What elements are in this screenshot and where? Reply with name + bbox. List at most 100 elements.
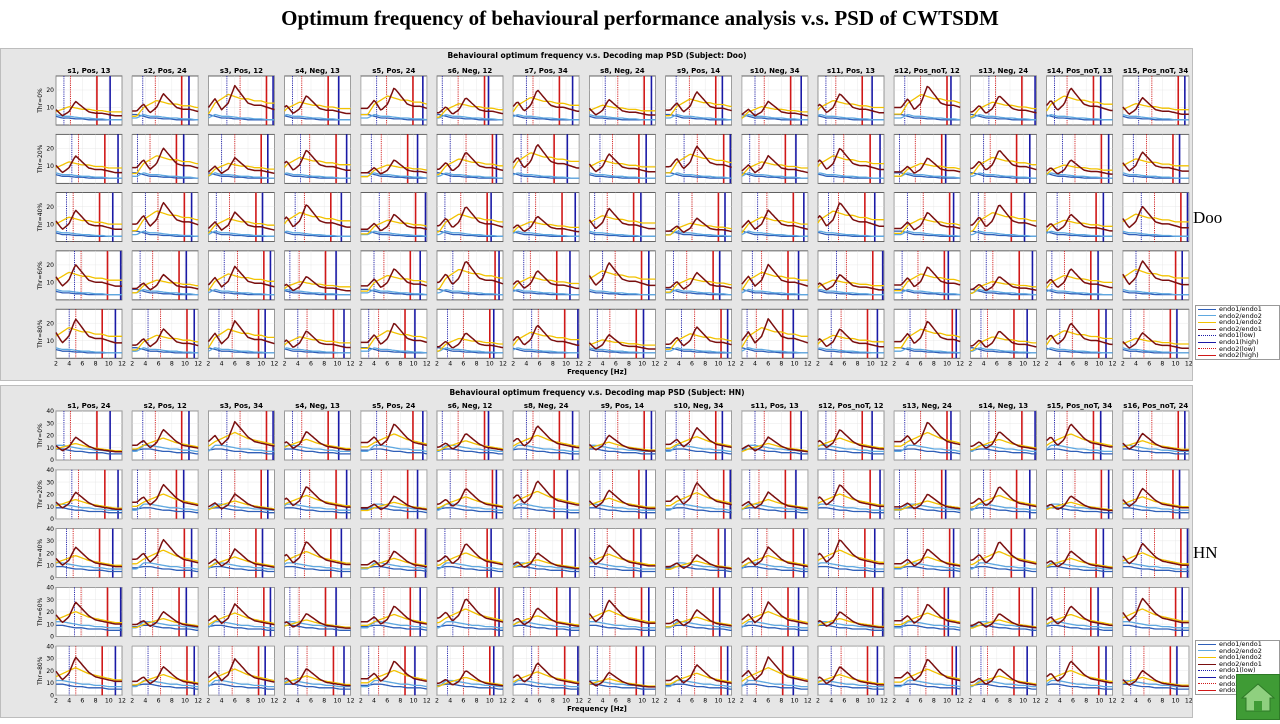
series-line-endo2-endo2 <box>970 503 1037 511</box>
series-line-endo2-endo1 <box>512 425 580 449</box>
legend-entry: endo1/endo1 <box>1196 306 1279 313</box>
series-line-endo1-endo1 <box>741 565 808 573</box>
series-line-endo2-endo1 <box>970 668 1037 686</box>
subplot: 2 4 6 8 10 12 <box>664 645 736 705</box>
series-line-endo1-endo2 <box>284 675 351 686</box>
series-line-endo2-endo1 <box>360 605 427 625</box>
series-line-endo2-endo1 <box>970 613 1037 629</box>
x-tick-label: 8 <box>246 698 250 705</box>
series-line-endo1-endo2 <box>817 210 884 224</box>
series-line-endo2-endo1 <box>817 328 884 348</box>
subplot-title: s12, Pos_noT, 12 <box>818 402 883 410</box>
series-line-endo2-endo2 <box>817 679 884 688</box>
x-tick-label: 6 <box>690 698 694 705</box>
series-line-endo1-endo2 <box>741 666 808 682</box>
series-line-endo1-endo1 <box>437 113 503 121</box>
x-tick-label: 10 <box>791 361 799 368</box>
subplot <box>817 587 885 637</box>
series-line-endo2-endo1 <box>284 95 351 115</box>
series-line-endo1-endo2 <box>894 556 961 568</box>
series-line-endo2-endo2 <box>512 503 580 511</box>
x-tick-label: 4 <box>982 361 986 368</box>
series-line-endo2-endo2 <box>970 114 1037 121</box>
legend-swatch <box>1198 683 1216 685</box>
series-line-endo2-endo1 <box>588 671 656 688</box>
series-line-endo1-endo2 <box>589 553 656 566</box>
series-line-endo1-endo2 <box>284 438 351 450</box>
series-line-endo2-endo1 <box>512 662 580 685</box>
series-line-endo2-endo1 <box>741 436 808 453</box>
series-line-endo1-endo1 <box>513 624 580 631</box>
subplot: 2 4 6 8 10 12 <box>130 308 202 368</box>
x-tick-label: 2 <box>511 698 515 705</box>
subplot <box>284 75 351 126</box>
series-line-endo1-endo2 <box>284 156 351 168</box>
series-line-endo1-endo2 <box>1046 613 1113 625</box>
x-tick-label: 10 <box>562 698 570 705</box>
y-tick-label: 10 <box>46 105 54 112</box>
subplot <box>665 410 732 461</box>
x-tick-label: 2 <box>206 361 210 368</box>
series-line-endo2-endo2 <box>1046 172 1113 179</box>
subplot <box>512 192 580 242</box>
series-line-endo2-endo2 <box>589 444 656 453</box>
x-tick-label: 4 <box>448 698 452 705</box>
series-line-endo1-endo2 <box>665 436 732 449</box>
x-tick-label: 12 <box>1032 361 1040 368</box>
series-line-endo2-endo1 <box>1122 669 1189 687</box>
series-line-endo2-endo1 <box>894 211 961 231</box>
series-line-endo2-endo1 <box>1122 432 1189 452</box>
subplot <box>512 75 580 126</box>
subplot <box>817 75 885 126</box>
home-button[interactable] <box>1236 674 1280 720</box>
x-tick-label: 10 <box>714 698 722 705</box>
x-tick-label: 8 <box>779 361 783 368</box>
x-tick-label: 8 <box>475 361 479 368</box>
x-tick-label: 8 <box>703 361 707 368</box>
y-tick-label: 20 <box>46 262 54 269</box>
series-line-endo2-endo1 <box>132 666 199 685</box>
x-tick-label: 10 <box>1019 698 1027 705</box>
subplot: 2 4 6 8 10 12 <box>1045 308 1117 368</box>
series-line-endo1-endo1 <box>1122 565 1189 573</box>
series-line-endo1-endo2 <box>360 164 427 178</box>
x-tick-label: 2 <box>1045 361 1049 368</box>
series-line-endo2-endo1 <box>817 147 884 171</box>
series-line-endo1-endo1 <box>589 683 656 690</box>
subplot <box>665 192 732 242</box>
series-line-endo2-endo2 <box>360 288 427 296</box>
series-line-endo1-endo1 <box>741 683 808 690</box>
series-line-endo1-endo1 <box>741 507 808 514</box>
series-line-endo2-endo1 <box>512 607 580 627</box>
x-tick-label: 8 <box>322 361 326 368</box>
series-line-endo1-endo2 <box>1046 501 1113 511</box>
series-line-endo2-endo1 <box>894 266 961 288</box>
y-tick-label: 0 <box>50 575 54 582</box>
x-tick-label: 4 <box>601 698 605 705</box>
series-line-endo2-endo1 <box>284 613 351 629</box>
x-tick-label: 4 <box>1058 361 1062 368</box>
subject-label-doo: Doo <box>1193 208 1223 227</box>
series-line-endo2-endo1 <box>360 660 427 683</box>
x-tick-label: 10 <box>867 361 875 368</box>
series-line-endo2-endo1 <box>208 493 275 511</box>
subplot: 2 4 6 8 10 12 <box>283 308 355 368</box>
legend-entry: endo2(high) <box>1196 352 1279 359</box>
x-tick-label: 4 <box>372 361 376 368</box>
subplot-title: s3, Pos, 34 <box>220 402 263 410</box>
series-line-endo2-endo2 <box>360 562 427 570</box>
series-line-endo1-endo2 <box>132 99 199 117</box>
subplot <box>436 469 504 520</box>
series-line-endo2-endo2 <box>589 113 656 121</box>
series-line-endo2-endo2 <box>284 347 351 354</box>
series-line-endo1-endo2 <box>437 552 504 566</box>
series-line-endo1-endo2 <box>665 277 732 293</box>
subplot-title: s11, Pos, 13 <box>827 67 875 75</box>
series-line-endo2-endo1 <box>207 420 275 447</box>
subplot <box>131 587 199 637</box>
series-line-endo2-endo1 <box>970 276 1037 292</box>
series-line-endo1-endo1 <box>589 448 656 455</box>
subplot: 2 4 6 8 10 12 <box>435 308 507 368</box>
series-line-endo2-endo1 <box>894 85 961 110</box>
series-line-endo2-endo2 <box>1122 288 1189 296</box>
